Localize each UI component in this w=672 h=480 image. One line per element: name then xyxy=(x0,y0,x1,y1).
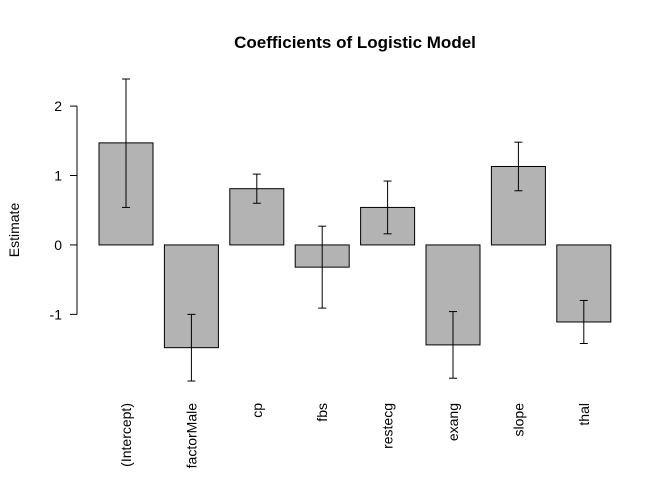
error-bar xyxy=(514,141,523,192)
error-bar xyxy=(318,225,327,309)
chart-title: Coefficients of Logistic Model xyxy=(234,33,476,52)
y-tick-label: -1 xyxy=(50,306,63,322)
error-bar xyxy=(122,78,130,208)
y-tick-label: 2 xyxy=(54,98,62,114)
x-tick-labels: (Intercept) factorMale cp fbs restecg exang sl… xyxy=(118,403,592,469)
y-tick-label: 1 xyxy=(54,168,62,184)
x-tick-label: exang xyxy=(445,403,461,441)
x-tick-label: restecg xyxy=(380,403,396,449)
x-tick-label: factorMale xyxy=(183,403,199,469)
x-tick-label: thal xyxy=(576,403,592,426)
y-axis: -1 0 1 2 xyxy=(50,98,78,322)
y-axis-label: Estimate xyxy=(6,203,22,258)
error-bars-group xyxy=(122,78,588,382)
x-tick-label: (Intercept) xyxy=(118,403,134,467)
x-tick-label: fbs xyxy=(314,403,330,422)
error-bar xyxy=(579,299,588,345)
y-tick-label: 0 xyxy=(54,237,62,253)
error-bar xyxy=(187,313,196,382)
error-bar xyxy=(252,173,261,204)
x-tick-label: slope xyxy=(510,403,526,437)
x-tick-label: cp xyxy=(249,403,265,418)
error-bar xyxy=(449,311,457,379)
error-bar xyxy=(383,180,392,235)
bars-group xyxy=(98,142,612,349)
